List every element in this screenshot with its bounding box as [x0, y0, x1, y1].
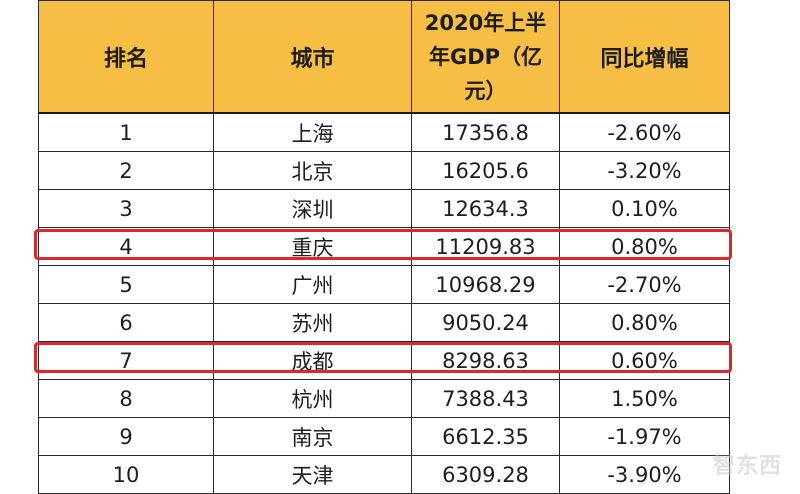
rank-cell: 6 [38, 303, 214, 342]
gdp-cell: 8298.63 [411, 341, 560, 380]
growth-cell: 0.80% [559, 227, 730, 266]
gdp-cell: 9050.24 [411, 303, 560, 342]
city-cell: 成都 [213, 341, 412, 380]
header-rank: 排名 [38, 0, 214, 114]
rank-cell: 2 [38, 151, 214, 190]
city-cell: 上海 [213, 112, 412, 152]
gdp-cell: 7388.43 [411, 379, 560, 418]
city-cell: 天津 [213, 455, 412, 494]
rank-cell: 10 [38, 455, 214, 494]
gdp-cell: 12634.3 [411, 189, 560, 228]
growth-cell: -3.20% [559, 151, 730, 190]
gdp-cell: 10968.29 [411, 265, 560, 304]
gdp-cell: 6309.28 [411, 455, 560, 494]
gdp-cell: 17356.8 [411, 112, 560, 152]
watermark-logo: 智东西 [712, 454, 782, 479]
header-city: 城市 [213, 0, 412, 114]
rank-cell: 4 [38, 227, 214, 266]
growth-cell: -2.60% [559, 112, 730, 152]
growth-cell: 1.50% [559, 379, 730, 418]
rank-cell: 5 [38, 265, 214, 304]
growth-cell: -1.97% [559, 417, 730, 456]
city-cell: 苏州 [213, 303, 412, 342]
table-row: 6 苏州 9050.24 0.80% [38, 303, 730, 342]
gdp-cell: 11209.83 [411, 227, 560, 266]
table-header-row: 排名 城市 2020年上半年GDP（亿元） 同比增幅 [38, 0, 730, 114]
table-row: 2 北京 16205.6 -3.20% [38, 151, 730, 190]
city-cell: 广州 [213, 265, 412, 304]
table-row: 8 杭州 7388.43 1.50% [38, 379, 730, 418]
growth-cell: -2.70% [559, 265, 730, 304]
header-gdp: 2020年上半年GDP（亿元） [411, 0, 560, 114]
table-row: 5 广州 10968.29 -2.70% [38, 265, 730, 304]
rank-cell: 3 [38, 189, 214, 228]
rank-cell: 7 [38, 341, 214, 380]
city-cell: 深圳 [213, 189, 412, 228]
growth-cell: 0.80% [559, 303, 730, 342]
city-cell: 重庆 [213, 227, 412, 266]
city-cell: 南京 [213, 417, 412, 456]
gdp-cell: 16205.6 [411, 151, 560, 190]
table-row: 9 南京 6612.35 -1.97% [38, 417, 730, 456]
rank-cell: 1 [38, 112, 214, 152]
city-cell: 杭州 [213, 379, 412, 418]
rank-cell: 8 [38, 379, 214, 418]
table-row: 7 成都 8298.63 0.60% [38, 341, 730, 380]
table-row: 10 天津 6309.28 -3.90% [38, 455, 730, 494]
growth-cell: 0.10% [559, 189, 730, 228]
table-row: 3 深圳 12634.3 0.10% [38, 189, 730, 228]
growth-cell: -3.90% [559, 455, 730, 494]
gdp-ranking-table: 排名 城市 2020年上半年GDP（亿元） 同比增幅 1 上海 17356.8 -2.… [38, 0, 730, 494]
table-row: 4 重庆 11209.83 0.80% [38, 227, 730, 266]
table-body: 1 上海 17356.8 -2.60% 2 北京 16205.6 -3.20% 3 深圳 12634… [38, 112, 730, 494]
table-row: 1 上海 17356.8 -2.60% [38, 112, 730, 152]
city-cell: 北京 [213, 151, 412, 190]
header-growth: 同比增幅 [559, 0, 730, 114]
growth-cell: 0.60% [559, 341, 730, 380]
gdp-cell: 6612.35 [411, 417, 560, 456]
rank-cell: 9 [38, 417, 214, 456]
